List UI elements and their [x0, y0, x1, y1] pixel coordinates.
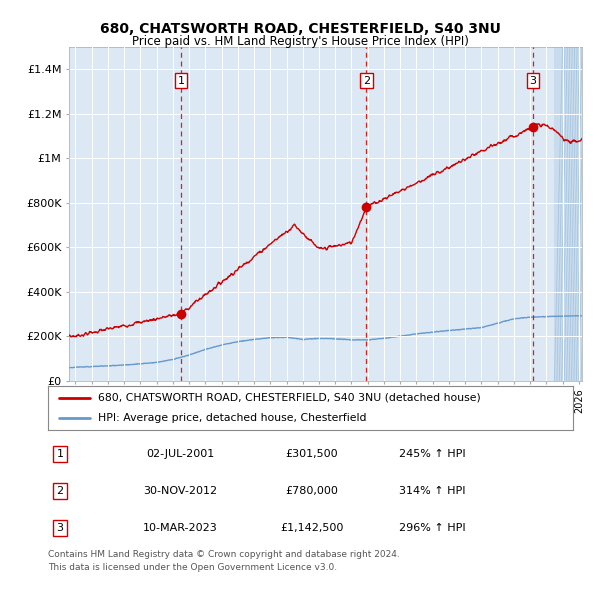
Text: £1,142,500: £1,142,500 — [280, 523, 344, 533]
Text: 1: 1 — [178, 76, 185, 86]
Text: 245% ↑ HPI: 245% ↑ HPI — [398, 449, 466, 459]
Text: Price paid vs. HM Land Registry's House Price Index (HPI): Price paid vs. HM Land Registry's House … — [131, 35, 469, 48]
Text: 1: 1 — [56, 449, 64, 459]
Text: £301,500: £301,500 — [286, 449, 338, 459]
Text: 10-MAR-2023: 10-MAR-2023 — [143, 523, 217, 533]
Text: 680, CHATSWORTH ROAD, CHESTERFIELD, S40 3NU (detached house): 680, CHATSWORTH ROAD, CHESTERFIELD, S40 … — [98, 393, 481, 402]
Text: 02-JUL-2001: 02-JUL-2001 — [146, 449, 214, 459]
Text: 680, CHATSWORTH ROAD, CHESTERFIELD, S40 3NU: 680, CHATSWORTH ROAD, CHESTERFIELD, S40 … — [100, 22, 500, 36]
Text: Contains HM Land Registry data © Crown copyright and database right 2024.: Contains HM Land Registry data © Crown c… — [48, 550, 400, 559]
Text: 2: 2 — [56, 486, 64, 496]
Text: 314% ↑ HPI: 314% ↑ HPI — [399, 486, 465, 496]
Text: 2: 2 — [363, 76, 370, 86]
Text: 30-NOV-2012: 30-NOV-2012 — [143, 486, 217, 496]
Bar — [554, 47, 587, 381]
Text: 3: 3 — [56, 523, 64, 533]
Text: 3: 3 — [530, 76, 536, 86]
Text: This data is licensed under the Open Government Licence v3.0.: This data is licensed under the Open Gov… — [48, 563, 337, 572]
Text: HPI: Average price, detached house, Chesterfield: HPI: Average price, detached house, Ches… — [98, 414, 367, 423]
Text: 296% ↑ HPI: 296% ↑ HPI — [398, 523, 466, 533]
Text: £780,000: £780,000 — [286, 486, 338, 496]
